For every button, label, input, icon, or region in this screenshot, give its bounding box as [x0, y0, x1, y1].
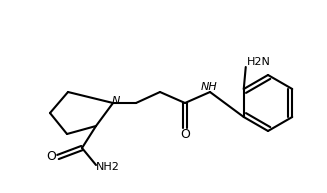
Text: N: N — [112, 96, 120, 106]
Text: O: O — [46, 151, 56, 163]
Text: O: O — [180, 129, 190, 141]
Text: H2N: H2N — [247, 57, 271, 67]
Text: NH: NH — [201, 82, 217, 92]
Text: NH2: NH2 — [96, 162, 120, 172]
